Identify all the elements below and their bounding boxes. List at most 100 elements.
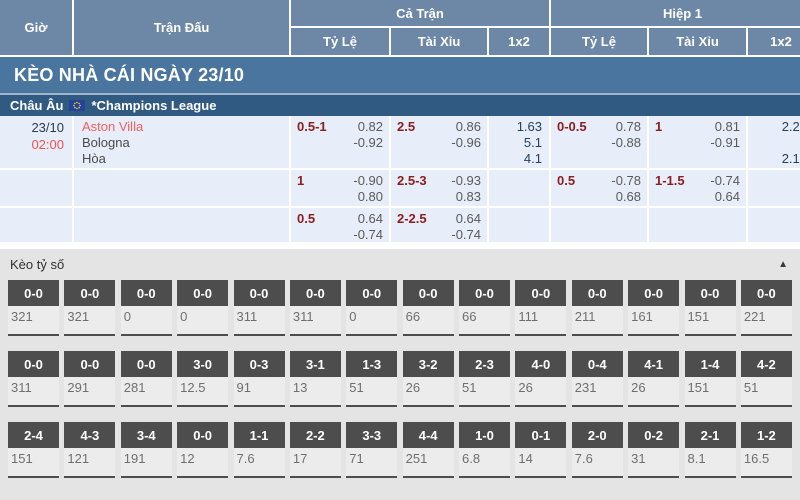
score-label: 4-3 <box>64 422 116 448</box>
score-box[interactable]: 2-3 51 <box>459 351 510 407</box>
score-label: 0-3 <box>233 351 285 377</box>
score-box[interactable]: 1-4 151 <box>684 351 736 407</box>
match-time-cell: 23/10 02:00 <box>0 116 72 168</box>
empty-cell <box>748 170 800 206</box>
divider <box>0 55 800 57</box>
odds-value: 0.68 <box>615 189 641 204</box>
score-box[interactable]: 0-1 14 <box>515 422 567 478</box>
col-header-firsthalf: Hiệp 1 <box>551 0 800 26</box>
score-box[interactable]: 3-2 26 <box>402 351 454 407</box>
h1-handicap-odds[interactable]: 0.5 -0.78 0.68 <box>551 170 647 206</box>
score-box[interactable]: 0-4 231 <box>571 351 623 407</box>
score-odds-value: 121 <box>64 448 116 476</box>
score-box[interactable]: 4-2 51 <box>740 351 792 407</box>
h1-1x2-odds[interactable]: 2.26 5 2.17 <box>748 116 800 168</box>
score-label: 2-1 <box>684 422 736 448</box>
odds-value: 0.78 <box>615 119 641 134</box>
ft-overunder-odds[interactable]: 2.5-3 -0.93 0.83 <box>391 170 487 206</box>
score-box[interactable]: 3-1 13 <box>289 351 341 407</box>
score-box[interactable]: 3-0 12.5 <box>177 351 229 407</box>
score-label: 1-4 <box>684 351 736 377</box>
odds-value: 0.86 <box>455 119 481 134</box>
score-box[interactable]: 4-3 121 <box>64 422 116 478</box>
league-header[interactable]: Châu Âu *Champions League <box>0 95 800 116</box>
score-box[interactable]: 2-1 8.1 <box>684 422 736 478</box>
score-box[interactable]: 0-0 12 <box>177 422 229 478</box>
score-odds-value: 0 <box>120 306 172 334</box>
col-header-h1-1x2: 1x2 <box>748 28 800 55</box>
score-box[interactable]: 0-0 281 <box>120 351 172 407</box>
score-box[interactable]: 2-4 151 <box>8 422 59 478</box>
score-label: 0-0 <box>346 280 398 306</box>
score-box[interactable]: 1-2 16.5 <box>740 422 792 478</box>
score-label: 0-0 <box>64 351 116 377</box>
score-odds-value: 14 <box>515 448 567 476</box>
score-box[interactable]: 3-4 191 <box>120 422 172 478</box>
odds-value: 5.1 <box>523 135 542 150</box>
score-box[interactable]: 0-0 0 <box>346 280 398 336</box>
score-box[interactable]: 0-0 111 <box>515 280 567 336</box>
score-label: 0-0 <box>740 280 792 306</box>
h1-handicap-odds[interactable]: 0-0.5 0.78 -0.88 <box>551 116 647 168</box>
score-box[interactable]: 4-1 26 <box>628 351 680 407</box>
score-box[interactable]: 2-2 17 <box>289 422 341 478</box>
score-odds-value: 26 <box>402 377 454 405</box>
draw-label: Hòa <box>82 151 106 166</box>
handicap-line: 0.5 <box>557 173 576 188</box>
score-box[interactable]: 0-0 161 <box>628 280 680 336</box>
col-header-h1-overunder: Tài Xỉu <box>649 28 746 55</box>
score-box[interactable]: 0-0 66 <box>402 280 454 336</box>
col-header-time: Giờ <box>0 0 72 55</box>
odds-value: 2.17 <box>781 151 800 166</box>
score-box[interactable]: 1-3 51 <box>346 351 398 407</box>
ft-overunder-odds[interactable]: 2.5 0.86 -0.96 <box>391 116 487 168</box>
ft-overunder-odds[interactable]: 2-2.5 0.64 -0.74 <box>391 208 487 242</box>
score-label: 3-4 <box>120 422 172 448</box>
score-box[interactable]: 4-0 26 <box>515 351 567 407</box>
h1-overunder-odds[interactable]: 1-1.5 -0.74 0.64 <box>649 170 746 206</box>
score-label: 0-0 <box>177 422 229 448</box>
score-box[interactable]: 4-4 251 <box>402 422 454 478</box>
score-odds-value: 16.5 <box>740 448 792 476</box>
score-label: 0-0 <box>8 280 59 306</box>
score-box[interactable]: 0-0 291 <box>64 351 116 407</box>
score-box[interactable]: 0-0 211 <box>571 280 623 336</box>
score-box[interactable]: 2-0 7.6 <box>571 422 623 478</box>
score-label: 2-0 <box>571 422 623 448</box>
score-box[interactable]: 0-0 0 <box>177 280 229 336</box>
score-box[interactable]: 0-0 321 <box>64 280 116 336</box>
ft-handicap-odds[interactable]: 0.5 0.64 -0.74 <box>291 208 389 242</box>
score-box[interactable]: 0-0 321 <box>8 280 59 336</box>
score-box[interactable]: 0-0 66 <box>459 280 510 336</box>
empty-cell <box>74 170 289 206</box>
score-label: 1-2 <box>740 422 792 448</box>
score-box[interactable]: 1-1 7.6 <box>233 422 285 478</box>
col-header-ft-handicap: Tỷ Lệ <box>291 28 389 55</box>
overunder-line: 2.5 <box>397 119 416 134</box>
score-box[interactable]: 0-0 311 <box>233 280 285 336</box>
odds-value: 0.82 <box>357 119 383 134</box>
ft-handicap-odds[interactable]: 0.5-1 0.82 -0.92 <box>291 116 389 168</box>
eu-flag-icon <box>69 100 86 111</box>
score-box[interactable]: 0-0 311 <box>8 351 59 407</box>
score-box[interactable]: 0-0 151 <box>684 280 736 336</box>
score-box[interactable]: 0-0 221 <box>740 280 792 336</box>
score-odds-value: 291 <box>64 377 116 405</box>
ft-1x2-odds[interactable]: 1.63 5.1 4.1 <box>489 116 549 168</box>
h1-overunder-odds[interactable]: 1 0.81 -0.91 <box>649 116 746 168</box>
match-teams-cell[interactable]: Aston Villa Bologna Hòa <box>74 116 289 168</box>
score-box-row: 2-4 151 4-3 121 3-4 191 0-0 12 <box>0 422 800 478</box>
score-box[interactable]: 0-3 91 <box>233 351 285 407</box>
handicap-line: 0.5-1 <box>297 119 327 134</box>
score-odds-value: 311 <box>233 306 285 334</box>
score-box[interactable]: 0-0 311 <box>289 280 341 336</box>
score-box[interactable]: 0-0 0 <box>120 280 172 336</box>
score-box[interactable]: 3-3 71 <box>346 422 398 478</box>
collapse-triangle-icon[interactable]: ▲ <box>778 259 788 270</box>
score-box[interactable]: 0-2 31 <box>628 422 680 478</box>
match-date: 23/10 <box>31 120 64 135</box>
score-box-row: 0-0 321 0-0 321 0-0 0 0-0 0 <box>0 280 800 336</box>
ft-handicap-odds[interactable]: 1 -0.90 0.80 <box>291 170 389 206</box>
odds-value: 0.80 <box>357 189 383 204</box>
score-box[interactable]: 1-0 6.8 <box>459 422 510 478</box>
